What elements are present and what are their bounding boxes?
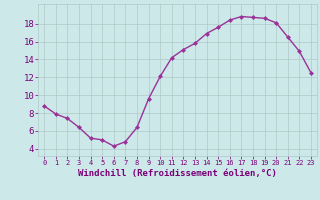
X-axis label: Windchill (Refroidissement éolien,°C): Windchill (Refroidissement éolien,°C) xyxy=(78,169,277,178)
